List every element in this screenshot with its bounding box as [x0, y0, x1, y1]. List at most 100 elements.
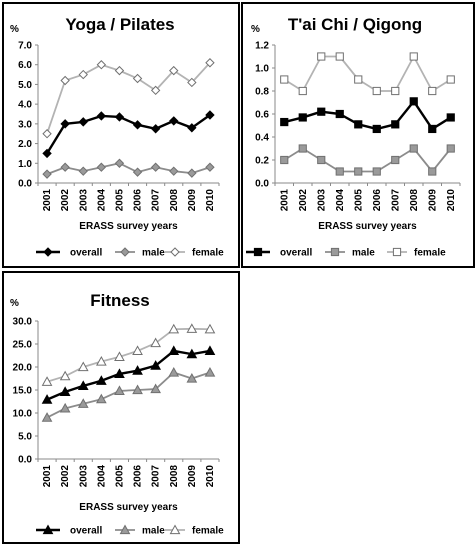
legend-item-female: female: [165, 524, 224, 537]
legend-label: overall: [70, 526, 102, 537]
chart-title: Yoga / Pilates: [65, 15, 174, 34]
x-tick-label: 2002: [60, 465, 71, 488]
data-point: [354, 167, 363, 176]
legend-item-overall: overall: [36, 247, 102, 259]
data-point: [280, 155, 289, 165]
x-tick-label: 2010: [205, 465, 216, 488]
data-point: [41, 394, 53, 404]
data-point: [186, 372, 198, 383]
data-point: [150, 124, 161, 134]
x-tick-label: 2006: [133, 465, 144, 488]
data-point: [169, 166, 179, 176]
data-point: [96, 393, 107, 404]
y-axis-unit: %: [251, 24, 260, 35]
y-tick-label: 1.0: [18, 159, 32, 170]
data-point: [96, 375, 107, 385]
y-tick-label: 6.0: [18, 60, 32, 71]
data-point: [96, 111, 107, 121]
panel-border: [241, 2, 475, 268]
data-point: [132, 167, 143, 177]
data-point: [317, 155, 326, 165]
data-point: [446, 113, 455, 122]
data-point: [335, 109, 344, 119]
data-point: [298, 86, 307, 96]
series-female: [41, 323, 216, 386]
data-point: [372, 124, 381, 134]
series-male: [42, 158, 215, 179]
data-point: [317, 52, 326, 61]
x-axis-title: ERASS survey years: [79, 502, 178, 513]
x-tick-label: 2010: [446, 189, 457, 212]
legend-label: male: [142, 526, 165, 537]
data-point: [150, 337, 161, 348]
series-line: [46, 349, 211, 401]
data-point: [77, 380, 89, 390]
y-tick-label: 0.2: [255, 156, 269, 167]
legend-item-male: male: [325, 248, 375, 259]
y-tick-label: 0.0: [255, 179, 269, 190]
legend-label: male: [142, 248, 165, 259]
legend-label: female: [192, 526, 224, 537]
data-point: [168, 366, 180, 377]
data-point: [42, 129, 52, 139]
data-point: [354, 120, 363, 129]
x-tick-label: 2005: [353, 189, 364, 212]
data-point: [186, 348, 198, 359]
y-tick-label: 0.8: [255, 87, 269, 98]
legend-item-overall: overall: [36, 524, 102, 537]
data-point: [204, 366, 216, 377]
data-point: [409, 144, 418, 153]
x-tick-label: 2004: [96, 189, 107, 212]
data-point: [150, 162, 161, 172]
data-point: [150, 360, 161, 370]
series-line: [283, 100, 452, 131]
data-point: [78, 117, 88, 127]
x-axis-title: ERASS survey years: [318, 221, 417, 232]
data-point: [77, 361, 89, 372]
x-tick-label: 2004: [96, 465, 107, 488]
panel-border: [2, 2, 240, 268]
data-point: [391, 155, 400, 165]
x-tick-label: 2007: [390, 189, 401, 212]
data-point: [169, 65, 179, 76]
chart-title: T'ai Chi / Qigong: [288, 15, 422, 34]
legend-marker: [169, 524, 181, 535]
x-tick-label: 2003: [78, 189, 89, 212]
legend-marker: [119, 524, 131, 535]
data-point: [187, 123, 197, 133]
x-tick-label: 2008: [169, 189, 180, 212]
legend-label: overall: [70, 248, 102, 259]
data-point: [372, 167, 381, 176]
data-point: [280, 117, 289, 127]
data-point: [187, 168, 197, 178]
y-axis-unit: %: [10, 298, 19, 309]
data-point: [41, 376, 53, 386]
y-tick-label: 0.0: [18, 179, 32, 190]
data-point: [317, 107, 326, 116]
x-tick-label: 2009: [427, 189, 438, 212]
x-tick-label: 2001: [279, 189, 290, 212]
y-tick-label: 1.2: [255, 41, 269, 52]
series-line: [46, 371, 211, 419]
legend-marker: [392, 247, 402, 257]
data-point: [428, 167, 437, 176]
x-tick-label: 2003: [78, 465, 89, 488]
panel-border: [2, 271, 240, 544]
data-point: [186, 323, 198, 333]
y-tick-label: 0.6: [255, 110, 269, 121]
series-female: [42, 58, 215, 139]
legend-marker: [330, 247, 340, 257]
x-tick-label: 2006: [133, 189, 144, 212]
data-point: [280, 75, 289, 84]
data-point: [428, 124, 437, 134]
x-axis-title: ERASS survey years: [79, 221, 178, 232]
legend-item-female: female: [387, 248, 446, 259]
data-point: [132, 384, 143, 395]
x-tick-label: 2003: [316, 189, 327, 212]
data-point: [114, 351, 125, 361]
data-point: [205, 162, 215, 172]
x-tick-label: 2002: [298, 189, 309, 212]
legend-marker: [43, 247, 53, 257]
data-point: [114, 65, 125, 76]
legend-marker: [170, 247, 180, 257]
